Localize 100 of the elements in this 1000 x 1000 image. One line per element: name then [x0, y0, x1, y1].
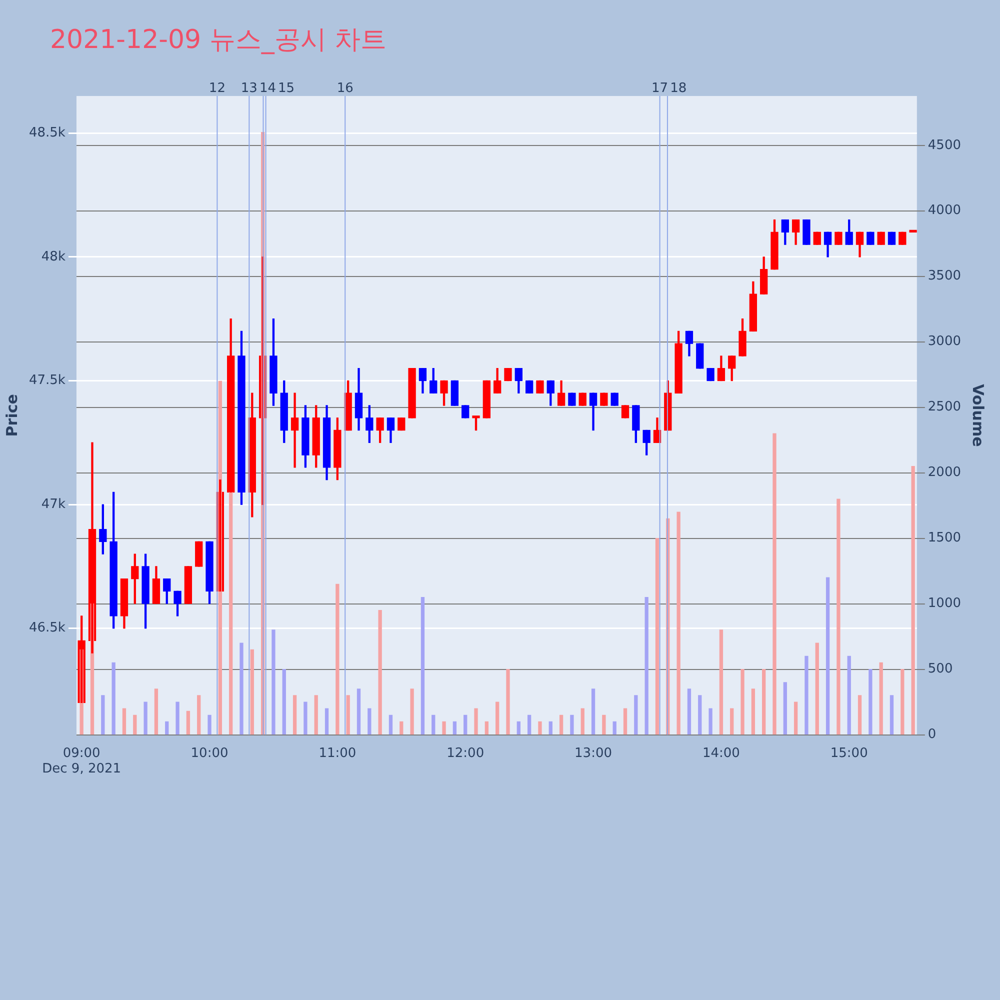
- bar: [484, 721, 489, 735]
- bar: [314, 695, 318, 735]
- bar: [836, 498, 840, 735]
- candlestick: [184, 566, 192, 604]
- y2-tick-label: 500: [928, 662, 953, 677]
- bar: [346, 695, 350, 735]
- bar: [250, 649, 254, 735]
- y-tick-label: 47k: [41, 496, 66, 512]
- bar: [719, 630, 724, 735]
- bar: [133, 714, 137, 735]
- bar: [452, 721, 457, 735]
- bar: [602, 714, 606, 735]
- bar: [559, 714, 564, 735]
- bar: [304, 702, 308, 735]
- bar: [634, 695, 638, 735]
- bar: [730, 708, 734, 735]
- bar: [804, 656, 808, 735]
- bar: [890, 695, 894, 735]
- y2-tick-label: 3000: [928, 334, 962, 350]
- candlestick: [877, 232, 885, 245]
- y-tick-label: 46.5k: [28, 620, 66, 636]
- bar: [388, 714, 393, 735]
- bar: [186, 710, 190, 735]
- y2-tick-label: 4000: [928, 203, 962, 218]
- y2-tick-label: 1000: [928, 596, 962, 612]
- bar: [847, 656, 851, 735]
- bar: [644, 596, 648, 735]
- candlestick: [568, 392, 576, 406]
- bar: [165, 721, 169, 735]
- bar: [591, 688, 596, 735]
- y-tick-label: 48.5k: [28, 126, 66, 141]
- bar: [197, 695, 201, 735]
- candlestick: [621, 405, 630, 418]
- candlestick: [834, 232, 842, 245]
- x-tick-label: 11:00: [318, 746, 356, 761]
- candlestick: [600, 392, 608, 406]
- bar: [858, 695, 862, 735]
- text: 13: [240, 80, 258, 96]
- bar: [826, 577, 830, 735]
- x-tick-label: 12:00: [446, 746, 484, 761]
- bar: [527, 714, 532, 735]
- bar: [655, 538, 660, 735]
- bar: [101, 695, 105, 735]
- bar: [612, 721, 616, 735]
- bar: [400, 721, 404, 735]
- bar: [762, 668, 766, 735]
- text: 18: [670, 80, 687, 96]
- bar: [698, 695, 702, 735]
- bar: [570, 714, 574, 735]
- text: 12: [208, 80, 226, 96]
- bar: [272, 630, 276, 735]
- bar: [815, 642, 819, 735]
- y-axis-title: Price: [2, 394, 21, 437]
- bar: [772, 433, 776, 735]
- bar: [324, 708, 329, 735]
- bar: [474, 708, 478, 735]
- candlestick: [525, 380, 534, 394]
- candlestick: [578, 392, 586, 406]
- bar: [240, 642, 244, 735]
- y2-tick-label: 4500: [928, 138, 962, 153]
- bar: [740, 668, 744, 735]
- bar: [420, 596, 425, 735]
- bar: [410, 688, 414, 735]
- bar: [432, 714, 436, 735]
- bar: [911, 466, 915, 735]
- bar: [708, 708, 712, 735]
- bar: [208, 714, 212, 735]
- x-tick-label: 09:00 Dec 9, 2021: [42, 746, 122, 777]
- x-tick-label: 14:00: [702, 746, 740, 761]
- bar: [112, 662, 116, 735]
- text: 14: [259, 80, 276, 96]
- candlestick: [610, 392, 618, 406]
- bar: [687, 688, 692, 735]
- bar: [154, 688, 158, 735]
- bar: [516, 721, 520, 735]
- y-tick-label: 48k: [41, 249, 66, 264]
- bar: [623, 708, 628, 735]
- y-tick-label: 47.5k: [28, 373, 66, 388]
- bar: [356, 688, 361, 735]
- bar: [506, 668, 510, 735]
- bar: [783, 682, 787, 735]
- bar: [122, 708, 126, 735]
- chart-title: 2021-12-09 뉴스_공시 차트: [50, 24, 387, 57]
- bar: [751, 688, 756, 735]
- candlestick: [504, 368, 512, 382]
- y2-tick-label: 1500: [928, 530, 962, 546]
- x-tick-label: 13:00: [574, 746, 612, 761]
- bar: [676, 512, 680, 735]
- candlestick: [898, 232, 906, 245]
- bar: [442, 721, 446, 735]
- bar: [378, 610, 382, 735]
- text: 15: [278, 80, 295, 96]
- y2-tick-label: 2000: [928, 465, 962, 480]
- candlestick: [888, 232, 896, 245]
- text: 17: [652, 80, 668, 96]
- candlestick: [696, 343, 704, 369]
- bar: [464, 714, 468, 735]
- bar: [336, 584, 340, 735]
- y2-tick-label: 2500: [928, 400, 962, 415]
- bar: [176, 702, 180, 735]
